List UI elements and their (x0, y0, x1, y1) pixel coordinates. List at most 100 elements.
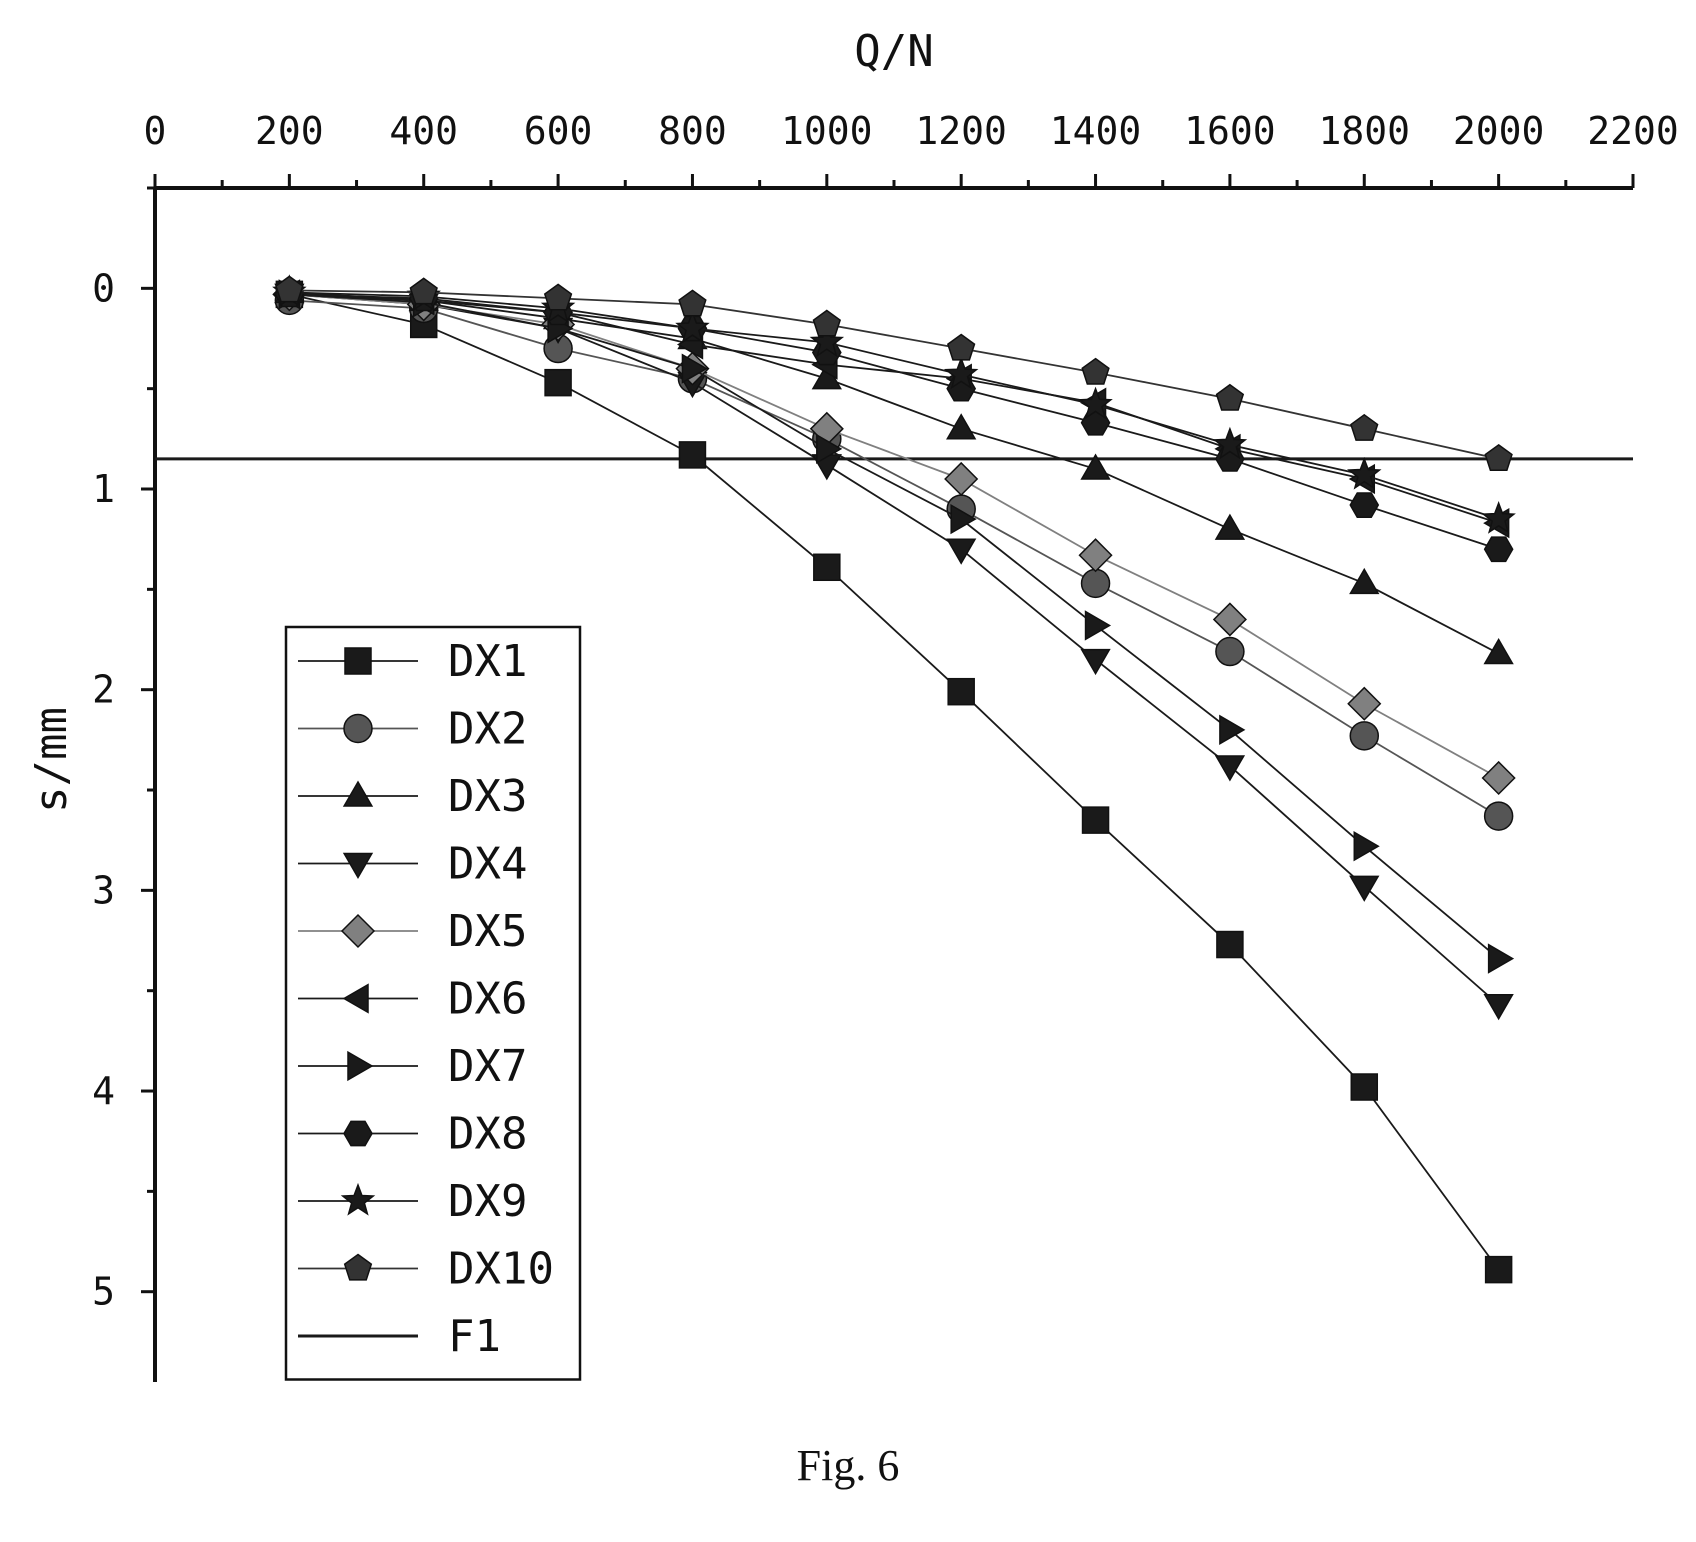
series-line-dx5 (289, 293, 1500, 779)
legend-item-dx5: DX5 (298, 906, 527, 957)
legend-item-dx7: DX7 (298, 1041, 527, 1092)
data-point-dx10 (1350, 413, 1379, 441)
data-point-dx2 (1080, 568, 1111, 599)
x-tick-label: 1200 (915, 109, 1007, 153)
legend-marker-dx10 (343, 1253, 373, 1281)
x-tick-label: 200 (255, 109, 324, 153)
axes: 0 200 400 600 800 1000 1200 1400 1600 1800 2000 220… (92, 109, 1679, 1382)
data-point-dx5 (1212, 602, 1247, 637)
legend-item-dx8: DX8 (298, 1109, 527, 1160)
data-point-dx10 (1215, 383, 1245, 411)
legend-marker-dx2 (343, 713, 373, 744)
data-point-dx2 (1349, 721, 1380, 751)
legend-label: DX9 (448, 1176, 527, 1227)
data-point-dx5 (1347, 686, 1382, 721)
data-point-dx7 (1487, 943, 1515, 974)
x-tick-label: 1600 (1184, 109, 1276, 153)
data-point-dx3 (1080, 453, 1111, 480)
series-line-dx6 (289, 293, 1499, 524)
x-axis-title: Q/N (854, 26, 933, 77)
x-tick-label: 2000 (1453, 109, 1545, 153)
data-point-dx2 (1215, 636, 1245, 667)
x-tick-label: 1800 (1319, 109, 1411, 153)
data-point-dx1 (947, 677, 975, 706)
data-point-dx1 (1484, 1255, 1513, 1284)
chart: 0 200 400 600 800 1000 1200 1400 1600 1800 2000 220… (26, 26, 1679, 1382)
series-dx8 (274, 281, 1514, 563)
series-dx10 (275, 275, 1513, 471)
legend-label: DX2 (448, 704, 527, 755)
data-point-dx3 (1349, 567, 1380, 595)
legend-label: F1 (448, 1311, 501, 1362)
legend-marker-dx8 (343, 1120, 373, 1147)
legend-label: DX5 (448, 906, 527, 957)
series-line-dx9 (289, 291, 1499, 520)
legend-item-dx10: DX10 (298, 1244, 554, 1295)
legend: DX1 DX2 DX3 DX4 DX5 DX6 DX7 DX8 DX9 DX10 F1 (284, 625, 582, 1381)
data-point-dx9 (1347, 456, 1382, 490)
series-line-dx3 (289, 291, 1500, 655)
data-point-dx1 (678, 441, 707, 469)
series-line-dx1 (289, 293, 1500, 1271)
x-tick-label: 600 (524, 109, 593, 153)
x-tick-label: 0 (144, 109, 167, 153)
legend-box (284, 625, 582, 1381)
series-line-dx7 (289, 293, 1500, 960)
data-point-dx7 (1219, 714, 1246, 745)
data-point-dx10 (946, 333, 976, 361)
data-point-dx1 (1216, 930, 1244, 959)
data-point-dx4 (1483, 993, 1514, 1021)
legend-marker-dx9 (340, 1182, 376, 1216)
data-point-dx4 (1349, 875, 1380, 902)
data-point-dx10 (275, 275, 304, 303)
series-line-dx2 (289, 299, 1500, 817)
legend-item-dx9: DX9 (298, 1176, 527, 1227)
data-point-dx3 (1483, 638, 1514, 665)
data-point-dx1 (813, 553, 841, 582)
data-point-dx7 (1353, 831, 1380, 862)
series-line-dx10 (289, 289, 1499, 460)
x-tick-label: 2200 (1587, 109, 1679, 153)
data-point-dx5 (944, 461, 979, 497)
data-point-dx4 (1214, 755, 1246, 782)
data-point-dx1 (544, 368, 572, 397)
legend-marker-dx4 (342, 852, 374, 879)
data-point-dx8 (1483, 536, 1514, 563)
data-point-dx9 (1481, 500, 1516, 534)
y-axis-title: s/mm (26, 707, 77, 813)
legend-marker-dx5 (340, 913, 376, 949)
legend-item-dx2: DX2 (298, 704, 527, 755)
data-point-dx10 (1484, 443, 1513, 471)
data-point-dx8 (1080, 409, 1111, 436)
legend-label: DX4 (448, 839, 527, 890)
legend-label: DX3 (448, 771, 527, 822)
legend-item-dx4: DX4 (298, 839, 527, 890)
data-point-dx9 (1212, 426, 1248, 460)
legend-label: DX7 (448, 1041, 527, 1092)
series-dx1 (275, 280, 1513, 1284)
x-tick-label: 1400 (1050, 109, 1142, 153)
data-point-dx1 (1350, 1073, 1379, 1101)
data-point-dx4 (1080, 648, 1111, 676)
legend-marker-dx7 (347, 1050, 374, 1082)
data-point-dx10 (812, 309, 842, 337)
y-tick-label: 0 (92, 266, 115, 310)
x-tick-label: 1000 (781, 109, 873, 153)
data-point-dx5 (1078, 538, 1113, 573)
legend-label: DX1 (448, 636, 527, 687)
series-layer (272, 274, 1516, 1284)
data-point-dx5 (1481, 760, 1516, 796)
y-tick-label: 4 (92, 1069, 115, 1113)
data-point-dx3 (1214, 513, 1246, 540)
data-point-dx2 (1483, 801, 1514, 831)
data-point-dx1 (1081, 806, 1110, 834)
data-point-dx10 (543, 283, 573, 311)
data-point-dx7 (1084, 610, 1112, 641)
legend-item-dx6: DX6 (298, 974, 527, 1025)
data-point-dx3 (946, 413, 977, 440)
y-tick-label: 3 (92, 868, 115, 912)
data-point-dx10 (678, 289, 707, 317)
x-tick-label: 800 (658, 109, 727, 153)
legend-marker-dx6 (342, 983, 369, 1014)
legend-label: DX8 (448, 1109, 527, 1160)
